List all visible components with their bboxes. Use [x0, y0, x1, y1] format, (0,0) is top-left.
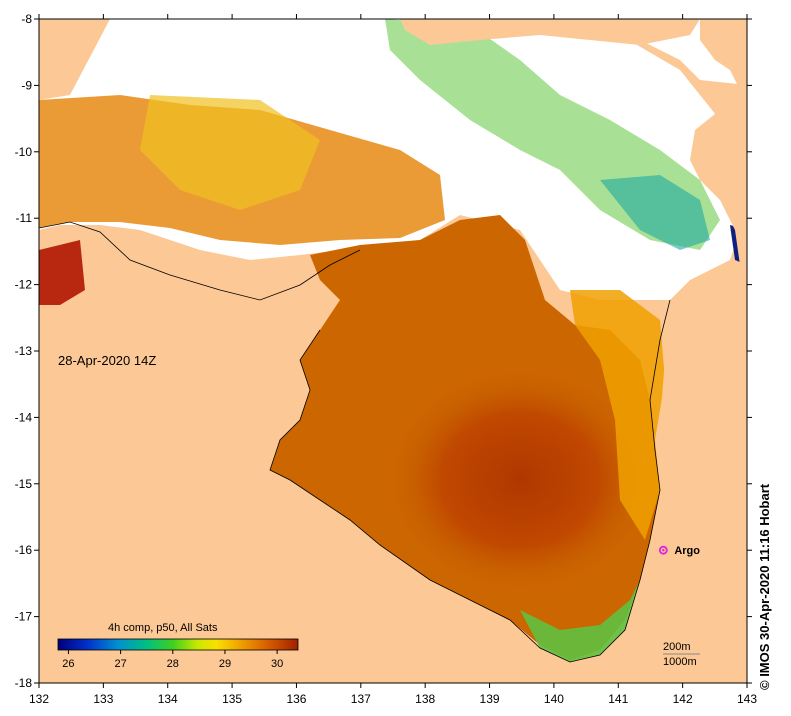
colorbar-tick-label: 29 [219, 658, 231, 670]
coastline [39, 221, 671, 663]
legend-title: 4h comp, p50, All Sats [108, 622, 218, 634]
sst-cyan-patch [600, 175, 710, 250]
credit-text: © IMOS 30-Apr-2020 11:16 Hobart [757, 483, 772, 690]
cape-york-lower [630, 275, 747, 683]
argo-marker[interactable] [658, 545, 668, 555]
x-tick-label: 132 [29, 692, 49, 706]
x-tick-label: 140 [544, 692, 564, 706]
colorbar-ticks: 26 27 28 29 30 [62, 650, 283, 670]
timestamp-label: 28-Apr-2020 14Z [58, 353, 156, 368]
colorbar-tick-label: 27 [114, 658, 126, 670]
y-tick-label: -11 [16, 211, 33, 225]
x-tick-label: 137 [351, 692, 371, 706]
colorbar-tick-label: 30 [271, 658, 283, 670]
colorbar-tick-label: 26 [62, 658, 74, 670]
argo-label: Argo [674, 545, 700, 557]
gulf-hot-core [390, 370, 650, 590]
gulf-east-yellow [570, 290, 665, 540]
markers: Argo [658, 545, 700, 557]
x-axis: 132 133 134 135 136 137 138 139 140 141 142 143 [29, 14, 757, 706]
cape-york-land [690, 19, 747, 280]
y-tick-label: -16 [15, 543, 33, 557]
y-tick-label: -10 [15, 145, 33, 159]
new-guinea-land [400, 19, 700, 45]
gulf-south-green [520, 580, 640, 662]
x-tick-label: 143 [737, 692, 757, 706]
colorbar [57, 638, 299, 651]
y-tick-label: -8 [21, 12, 32, 26]
y-tick-label: -13 [15, 344, 33, 358]
x-tick-label: 136 [286, 692, 306, 706]
x-tick-label: 133 [93, 692, 113, 706]
y-tick-label: -14 [15, 410, 33, 424]
x-tick-label: 139 [480, 692, 500, 706]
x-tick-label: 134 [158, 692, 178, 706]
y-tick-label: -15 [15, 477, 33, 491]
x-tick-label: 142 [673, 692, 693, 706]
y-tick-label: -18 [15, 676, 33, 690]
sst-yellow-patch [140, 95, 320, 210]
isobath-1000m: 1000m [663, 656, 697, 668]
x-tick-label: 135 [222, 692, 242, 706]
x-tick-label: 138 [415, 692, 435, 706]
argo-marker-dot [662, 549, 665, 552]
isobath-200m: 200m [663, 641, 691, 653]
y-tick-label: -12 [15, 278, 33, 292]
x-tick-label: 141 [608, 692, 628, 706]
colorbar-tick-label: 28 [167, 658, 179, 670]
sst-red-west [39, 240, 85, 305]
y-axis: -8 -9 -10 -11 -12 -13 -14 -15 -16 -17 -18 [15, 12, 752, 690]
colorbar-legend: 4h comp, p50, All Sats 26 27 28 29 30 [57, 622, 299, 670]
y-tick-label: -17 [15, 610, 33, 624]
y-tick-label: -9 [21, 78, 32, 92]
isobath-legend: 200m 1000m [663, 641, 700, 668]
